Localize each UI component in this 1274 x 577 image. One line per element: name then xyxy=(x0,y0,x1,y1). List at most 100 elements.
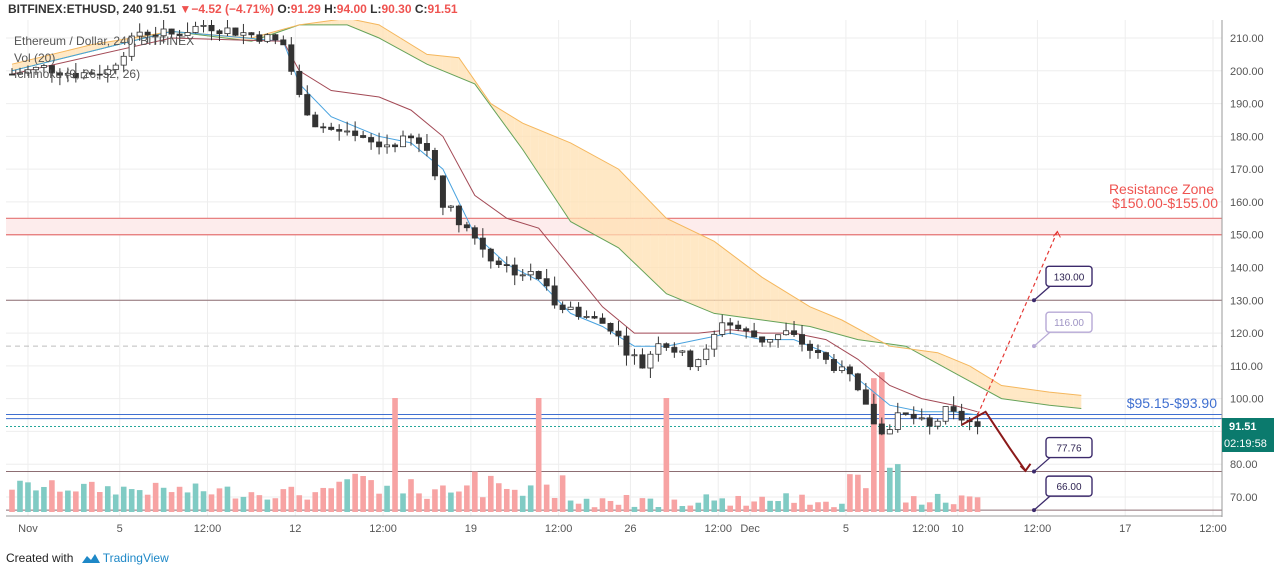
volume-bar xyxy=(791,502,797,512)
cloud-segment xyxy=(634,185,643,271)
cloud-segment xyxy=(59,50,68,59)
volume-bar xyxy=(184,492,191,512)
down-arrow-icon: ▼ xyxy=(179,2,192,16)
volume-bar xyxy=(575,503,582,512)
candle-body xyxy=(64,72,71,76)
cloud-segment xyxy=(825,313,834,334)
cloud-segment xyxy=(379,24,388,43)
cloud-segment xyxy=(722,247,731,316)
cloud-segment xyxy=(985,375,994,395)
legend-title[interactable]: Ethereum / Dollar, 240, BITFINEX xyxy=(14,34,195,48)
candle-body xyxy=(368,137,375,143)
candle-body xyxy=(775,334,782,340)
y-tick-label: 210.00 xyxy=(1230,33,1264,45)
volume-bar xyxy=(400,493,406,512)
cloud-segment xyxy=(786,292,795,325)
volume-bar xyxy=(687,505,694,512)
volume-bar xyxy=(33,490,39,512)
span-b-line xyxy=(11,20,1082,396)
volume-bar xyxy=(607,500,614,512)
candle-body xyxy=(791,330,798,335)
candle-body xyxy=(695,359,702,368)
y-tick-label: 190.00 xyxy=(1230,99,1264,111)
candle-body xyxy=(567,306,574,310)
candle-body xyxy=(24,69,31,74)
current-price-tag: 91.51 02:19:58 xyxy=(1222,418,1274,452)
cloud-segment xyxy=(27,58,36,67)
cloud-segment xyxy=(514,118,523,150)
cloud-segment xyxy=(562,139,571,222)
cloud-segment xyxy=(810,306,818,329)
candles xyxy=(8,20,981,436)
candle-body xyxy=(854,373,861,391)
candle-body xyxy=(487,248,494,262)
volume-bar xyxy=(176,486,183,512)
cloud-segment xyxy=(706,237,715,314)
cloud-segment xyxy=(666,218,675,298)
volume-bar xyxy=(73,491,79,512)
volume-bar xyxy=(89,481,95,512)
zones xyxy=(6,217,1222,511)
volume-bar xyxy=(168,492,175,512)
cloud-segment xyxy=(1017,387,1026,402)
legend-volume[interactable]: Vol (20) xyxy=(14,51,56,65)
resistance-zone-range: $150.00-$155.00 xyxy=(1112,195,1218,211)
volume-bar xyxy=(679,506,686,512)
candle-body xyxy=(88,72,95,75)
volume-bar xyxy=(336,481,342,512)
level-callout-pointer xyxy=(1033,285,1051,301)
volume-bar xyxy=(887,467,893,512)
legend-ichimoku[interactable]: Ichimoku (9, 26, 52, 26) xyxy=(14,67,141,81)
level-callout-box[interactable] xyxy=(1045,311,1093,333)
level-callout-box[interactable] xyxy=(1045,265,1093,287)
level-callout-dot xyxy=(1032,298,1036,303)
candle-body xyxy=(655,343,662,355)
candle-body xyxy=(168,28,175,35)
volume-bar xyxy=(344,479,350,512)
cloud-segment xyxy=(546,133,555,198)
cloud-segment xyxy=(658,210,667,294)
volume-bar xyxy=(743,505,749,512)
created-with-text: Created with xyxy=(6,551,74,565)
level-callout-pointer xyxy=(1033,457,1051,473)
tradingview-brand[interactable]: TradingView xyxy=(102,551,169,565)
candle-body xyxy=(830,359,837,371)
cloud-segment xyxy=(570,142,579,226)
volume-bar xyxy=(879,372,885,512)
volume-bar xyxy=(160,487,167,512)
volume-bar xyxy=(49,480,55,512)
candle-body xyxy=(886,429,893,435)
candle-body xyxy=(511,264,518,276)
candle-body xyxy=(663,343,670,348)
cloud-segment xyxy=(1033,389,1042,405)
level-callout-box[interactable] xyxy=(1045,475,1093,497)
volume-bar xyxy=(767,500,773,512)
candle-body xyxy=(288,44,295,72)
candle-body xyxy=(631,354,638,357)
volume-bar xyxy=(926,502,933,512)
level-callout-box[interactable] xyxy=(1045,436,1093,459)
volume-bar xyxy=(17,480,23,512)
x-tick-label: 26 xyxy=(624,523,636,535)
level-callout-text: 116.00 xyxy=(1054,318,1084,329)
candle-body xyxy=(48,65,55,74)
volume-bar xyxy=(647,498,654,512)
footer: Created with TradingView xyxy=(6,551,169,565)
cloud-segment xyxy=(35,56,44,65)
candle-body xyxy=(352,130,359,136)
y-tick-label: 70.00 xyxy=(1230,492,1258,504)
candle-body xyxy=(200,24,207,27)
volume-bar xyxy=(424,498,430,512)
cloud-segment xyxy=(12,62,20,71)
candle-body xyxy=(647,353,654,369)
cloud-segment xyxy=(498,108,507,128)
volume-bar xyxy=(503,488,510,512)
volume-bar xyxy=(192,483,199,512)
level-callout-dot xyxy=(1032,469,1036,474)
cloud-segment xyxy=(961,362,970,382)
cloud-segment xyxy=(19,60,28,69)
candle-body xyxy=(40,65,47,68)
candle-body xyxy=(120,55,127,66)
volume-bar xyxy=(847,474,853,512)
